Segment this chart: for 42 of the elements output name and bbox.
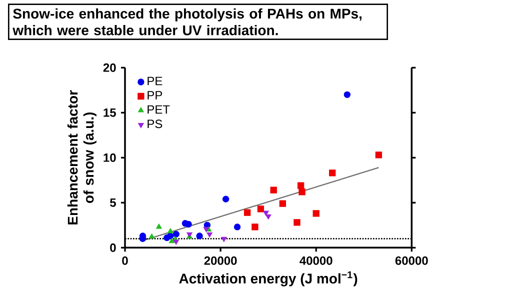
point — [173, 240, 180, 245]
point — [156, 224, 162, 229]
point — [167, 228, 174, 234]
y-tick-label: 5 — [110, 198, 116, 207]
point — [220, 236, 227, 242]
point — [244, 209, 251, 216]
x-tick-label: 20000 — [204, 256, 237, 265]
point — [257, 206, 264, 212]
point — [294, 219, 300, 226]
x-tick-label: 60000 — [395, 256, 428, 265]
point — [196, 232, 203, 240]
y-tick-label: 0 — [110, 243, 116, 252]
point — [298, 188, 306, 196]
point — [270, 186, 277, 194]
x-tick-label: 40000 — [300, 256, 332, 265]
point — [344, 91, 350, 98]
y-tick-label: 15 — [104, 108, 116, 117]
legend-label: PS — [148, 120, 162, 128]
point — [329, 170, 336, 176]
point — [206, 232, 212, 238]
y-axis-title: Enhancement factor of snow (a.u.) — [67, 90, 96, 224]
point — [375, 152, 382, 158]
legend-label: PET — [148, 105, 170, 114]
point — [148, 234, 155, 239]
point — [297, 182, 304, 189]
legend-label: PE — [148, 76, 162, 86]
point — [279, 200, 286, 207]
point — [312, 210, 320, 217]
point — [203, 226, 210, 232]
point — [263, 210, 269, 216]
point — [265, 214, 272, 220]
point — [185, 220, 192, 228]
y-tick-label: 20 — [103, 63, 116, 72]
point — [234, 224, 241, 230]
chart-title: Snow-ice enhanced the photolysis of PAHs on MPs, which were stable under UV irradiation. — [12, 8, 362, 36]
point — [172, 230, 180, 238]
x-tick-label: 0 — [122, 256, 128, 265]
x-axis-title: Activation energy (J mol$^{−1}$) — [179, 271, 358, 286]
y-tick-label: 10 — [104, 153, 116, 162]
point — [222, 196, 230, 202]
point — [252, 224, 258, 230]
legend-label: PP — [148, 91, 162, 100]
